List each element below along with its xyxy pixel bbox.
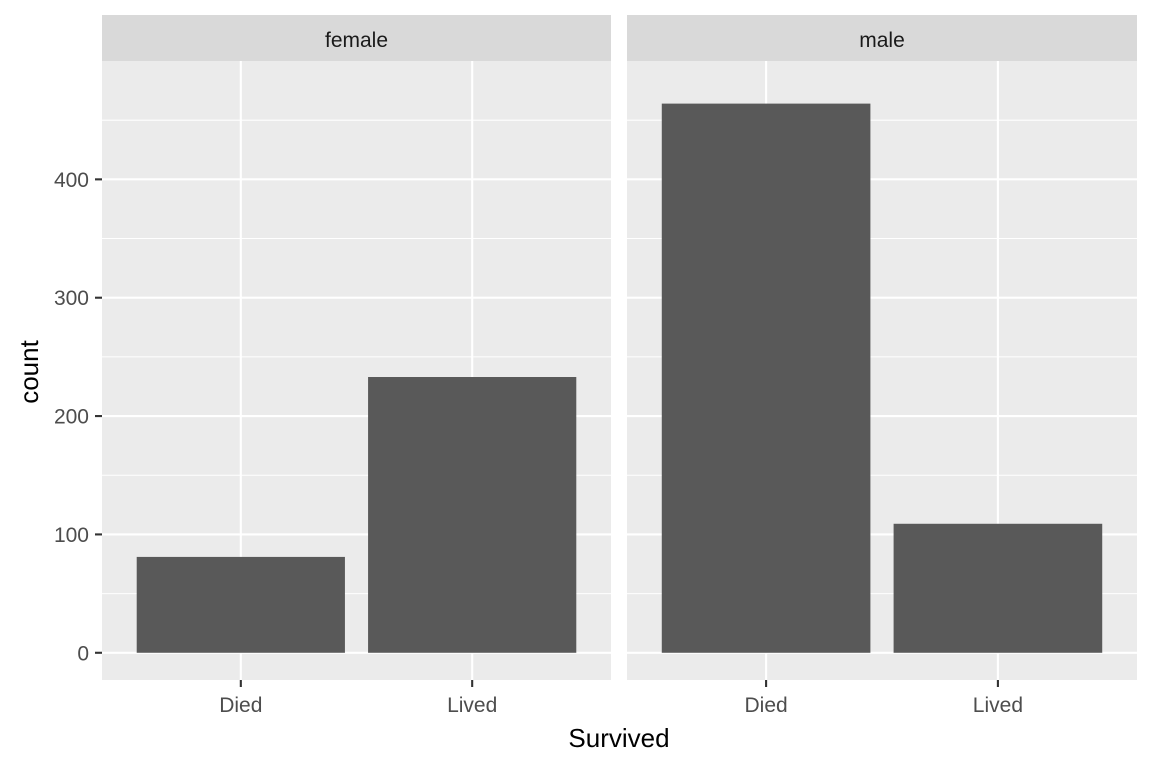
facet-panels: female Died Lived male Died Lived <box>102 15 1137 717</box>
x-tick-label: Lived <box>973 694 1023 717</box>
facet-panel-male: male Died Lived <box>627 15 1137 717</box>
y-tick-label: 400 <box>54 169 89 192</box>
bar-male-died <box>661 103 871 653</box>
y-tick-label: 100 <box>54 524 89 547</box>
x-tick-label: Died <box>744 694 787 717</box>
facet-strip-label: male <box>859 29 905 52</box>
bar-male-lived <box>893 523 1103 653</box>
facet-strip <box>102 15 611 61</box>
y-tick-label: 200 <box>54 406 89 429</box>
facet-strip <box>627 15 1137 61</box>
bar-female-lived <box>368 377 577 653</box>
y-tick-label: 300 <box>54 287 89 310</box>
facet-strip-label: female <box>325 29 388 52</box>
y-axis: 0 100 200 300 400 <box>54 169 102 665</box>
x-axis-title: Survived <box>568 723 669 753</box>
bar-female-died <box>136 556 345 653</box>
x-tick-label: Lived <box>447 694 497 717</box>
facet-panel-female: female Died Lived <box>102 15 611 717</box>
y-tick-label: 0 <box>77 642 89 665</box>
y-axis-title: count <box>14 339 44 403</box>
x-tick-label: Died <box>219 694 262 717</box>
